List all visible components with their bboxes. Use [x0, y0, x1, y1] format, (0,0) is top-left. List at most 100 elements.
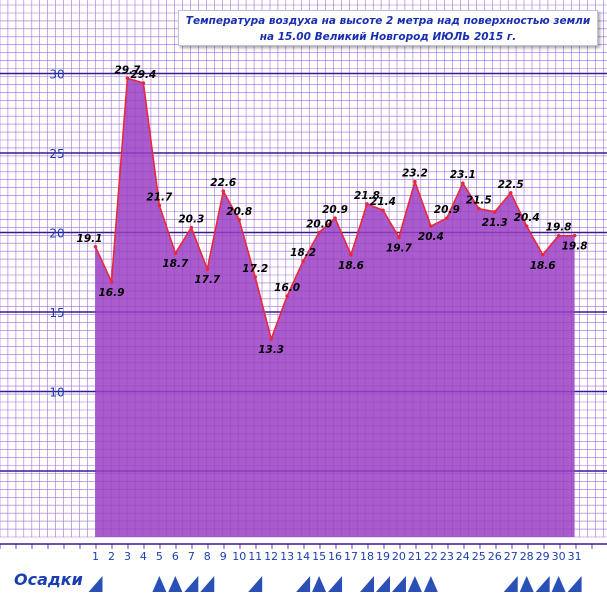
data-point: [301, 259, 305, 263]
data-point: [237, 217, 242, 222]
data-point: [429, 224, 433, 228]
x-tick-label: 13: [280, 550, 294, 563]
y-tick-label: 10: [49, 386, 64, 400]
precip-marker: [535, 576, 550, 592]
x-tick-label: 21: [408, 550, 422, 563]
data-point: [317, 230, 321, 235]
chart-title-line-1: Температура воздуха на высоте 2 метра на…: [185, 15, 591, 27]
data-label: 29.7: [114, 64, 141, 76]
data-point: [141, 81, 146, 85]
data-label: 19.8: [562, 241, 588, 253]
data-label: 16.0: [274, 282, 300, 294]
x-tick-label: 6: [172, 550, 179, 563]
data-point: [333, 216, 337, 220]
x-tick-label: 2: [108, 550, 115, 563]
data-label: 21.8: [354, 190, 380, 202]
data-label: 23.1: [450, 169, 476, 181]
data-label: 19.8: [546, 222, 572, 234]
x-tick-label: 19: [376, 550, 390, 563]
data-point: [365, 202, 369, 206]
data-label: 23.2: [402, 168, 428, 180]
x-tick-label: 14: [296, 550, 310, 563]
y-tick-label: 20: [49, 227, 64, 241]
data-label: 21.3: [482, 217, 508, 229]
x-tick-label: 16: [328, 550, 342, 563]
x-tick-label: 29: [536, 550, 550, 563]
data-point: [285, 294, 289, 298]
precip-marker: [391, 576, 406, 592]
x-tick-label: 1: [92, 550, 99, 563]
precip-marker: [152, 576, 167, 592]
precip-marker: [328, 576, 343, 592]
data-label: 20.3: [178, 214, 204, 226]
data-point: [492, 210, 497, 214]
x-tick-label: 27: [504, 550, 518, 563]
x-tick-label: 18: [360, 550, 374, 563]
precip-marker: [519, 576, 534, 592]
data-label: 21.7: [146, 191, 173, 203]
data-point: [524, 224, 529, 228]
data-point: [572, 233, 577, 238]
x-tick-label: 7: [188, 550, 195, 563]
data-label: 16.9: [99, 287, 125, 299]
x-tick-label: 20: [392, 550, 406, 563]
y-tick-label: 15: [49, 306, 64, 320]
precip-marker: [248, 576, 263, 592]
precip-marker: [296, 576, 311, 592]
data-label: 13.3: [258, 344, 284, 356]
precip-marker: [407, 576, 422, 592]
data-point: [157, 203, 162, 208]
precip-marker: [375, 576, 390, 592]
x-tick-label: 31: [568, 550, 582, 563]
chart-title-line-2: на 15.00 Великий Новгород ИЮЛЬ 2015 г.: [259, 31, 517, 43]
x-tick-label: 8: [204, 550, 211, 563]
data-label: 20.8: [226, 206, 252, 218]
x-tick-label: 28: [520, 550, 534, 563]
data-point: [461, 181, 465, 186]
chart-title: Температура воздуха на высоте 2 метра на…: [178, 10, 598, 46]
data-point: [93, 245, 98, 249]
data-label: 18.7: [162, 258, 189, 270]
data-label: 22.6: [210, 177, 236, 189]
data-point: [540, 252, 545, 257]
data-point: [381, 208, 385, 213]
data-point: [556, 233, 561, 238]
x-tick-label: 4: [140, 550, 147, 563]
data-label: 29.4: [130, 69, 156, 81]
data-label: 18.6: [530, 260, 556, 272]
precip-marker: [184, 576, 199, 592]
precip-marker: [200, 576, 215, 592]
data-label: 18.6: [338, 260, 364, 272]
x-tick-label: 24: [456, 550, 470, 563]
data-point: [349, 252, 353, 257]
x-tick-label: 30: [552, 550, 566, 563]
precip-marker: [312, 576, 327, 592]
data-label: 20.9: [434, 204, 460, 216]
precip-marker: [168, 576, 183, 592]
data-label: 20.9: [322, 204, 348, 216]
x-tick-label: 9: [220, 550, 227, 563]
data-label: 22.5: [498, 179, 524, 191]
data-label: 17.7: [194, 274, 221, 286]
x-tick-label: 15: [312, 550, 326, 563]
data-label: 21.4: [370, 196, 396, 208]
x-tick-label: 12: [264, 550, 278, 563]
x-tick-label: 5: [156, 550, 163, 563]
data-label: 19.7: [386, 242, 413, 254]
data-label: 21.5: [466, 195, 492, 207]
data-label: 17.2: [242, 263, 268, 275]
x-tick-label: 11: [248, 550, 262, 563]
x-tick-label: 23: [440, 550, 454, 563]
data-point: [397, 235, 401, 240]
precip-marker: [359, 576, 374, 592]
precip-marker: [551, 576, 566, 592]
data-point: [173, 251, 178, 255]
data-point: [269, 337, 273, 341]
data-label: 19.1: [77, 233, 103, 245]
x-tick-label: 22: [424, 550, 438, 563]
data-point: [109, 279, 114, 284]
data-point: [253, 275, 257, 279]
data-point: [508, 190, 513, 195]
precip-marker: [567, 576, 582, 592]
